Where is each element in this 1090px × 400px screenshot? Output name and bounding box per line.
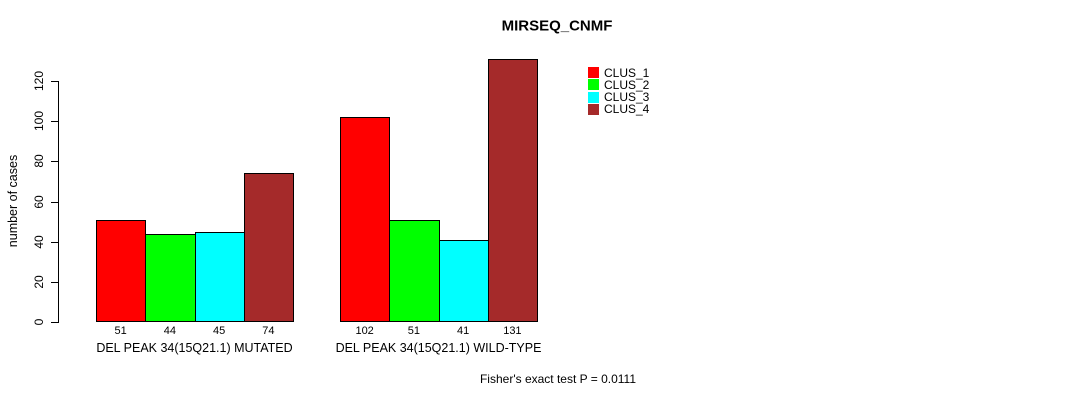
chart-title: MIRSEQ_CNMF	[501, 17, 613, 35]
bar-clus_3-group1	[194, 231, 245, 322]
legend-swatch-clus_1	[588, 67, 599, 78]
bar-value-label: 44	[163, 325, 176, 337]
bar-clus_4-group1	[243, 173, 294, 322]
y-tick-mark	[51, 201, 58, 203]
x-group-label: DEL PEAK 34(15Q21.1) WILD-TYPE	[335, 341, 542, 355]
x-group-label: DEL PEAK 34(15Q21.1) MUTATED	[96, 341, 293, 355]
y-tick-mark	[51, 121, 58, 123]
legend-label-clus_2: CLUS_2	[604, 77, 650, 92]
bar-value-label: 41	[457, 325, 470, 337]
y-tick-mark	[51, 241, 58, 243]
bar-clus_2-group1	[145, 233, 196, 322]
bar-value-label: 74	[262, 325, 275, 337]
y-tick-label: 20	[32, 275, 46, 289]
y-tick-label: 40	[32, 234, 46, 249]
y-tick-label: 60	[32, 194, 46, 209]
bar-value-label: 45	[213, 325, 226, 337]
y-axis-line	[58, 81, 59, 323]
y-tick-label: 0	[32, 318, 46, 326]
legend-swatch-clus_2	[588, 79, 599, 91]
bar-value-label: 51	[407, 325, 420, 337]
y-tick-mark	[51, 281, 58, 283]
bar-clus_4-group2	[487, 58, 538, 322]
bar-clus_3-group2	[438, 239, 489, 322]
legend-swatch-clus_3	[588, 91, 599, 103]
y-tick-mark	[51, 322, 58, 323]
y-tick-mark	[51, 161, 58, 163]
y-tick-label: 120	[32, 70, 46, 92]
bar-value-label: 131	[503, 325, 522, 337]
y-tick-label: 100	[32, 111, 46, 132]
legend-label-clus_3: CLUS_3	[604, 90, 650, 105]
legend-label-clus_4: CLUS_4	[604, 102, 650, 117]
bar-clus_2-group2	[389, 219, 440, 322]
annotation-text: Fisher's exact test P = 0.0111	[479, 372, 637, 386]
bar-clus_1-group1	[96, 219, 147, 322]
legend-label-clus_1: CLUS_1	[604, 65, 650, 80]
legend-swatch-clus_4	[588, 103, 599, 115]
bar-value-label: 51	[114, 325, 127, 337]
y-tick-mark	[51, 81, 58, 82]
y-axis-title: number of cases	[6, 154, 20, 248]
bar-value-label: 102	[355, 325, 374, 337]
bar-clus_1-group2	[340, 117, 391, 322]
y-tick-label: 80	[32, 154, 46, 169]
